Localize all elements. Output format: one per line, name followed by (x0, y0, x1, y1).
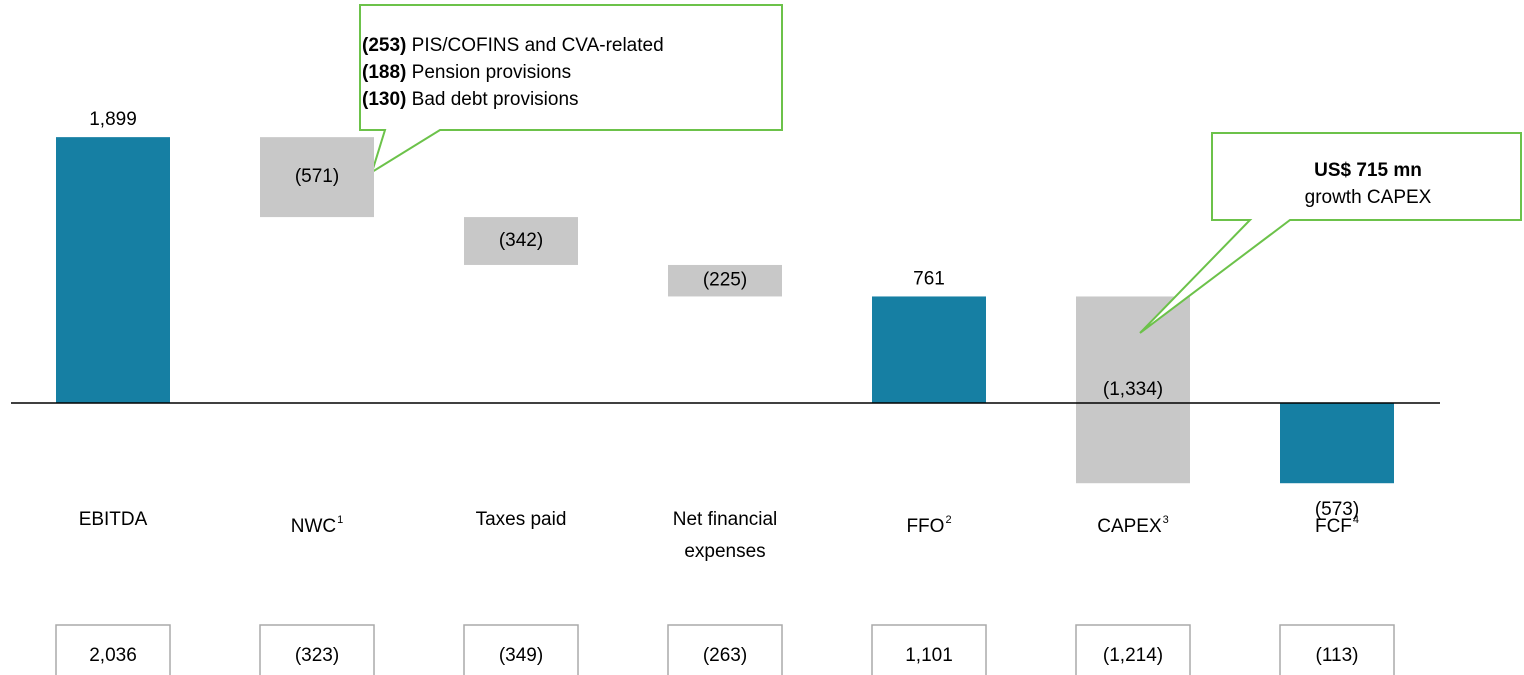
prior-box (1075, 624, 1191, 675)
value-label: 761 (913, 268, 945, 289)
category-label: Taxes paid (431, 504, 611, 536)
category-label: EBITDA (23, 504, 203, 536)
prior-label: 2,036 (89, 645, 137, 666)
prior-box (463, 624, 579, 675)
callout-bold: US$ 715 mn (1314, 160, 1422, 181)
prior-label: 1,101 (905, 645, 953, 666)
prior-box (55, 624, 171, 675)
prior-box (667, 624, 783, 675)
callout-box (1139, 132, 1522, 334)
footnote-mark: 1 (337, 514, 344, 526)
callout-line: (253) PIS/COFINS and CVA-related (362, 35, 664, 56)
callout-text: growth CAPEX (1305, 187, 1432, 208)
category-text: FCF (1314, 516, 1352, 537)
category-text: Net financial expenses (672, 509, 778, 562)
prior-box (259, 624, 375, 675)
callout-bold: (130) (362, 89, 406, 110)
prior-label: (263) (703, 645, 747, 666)
category-text: FFO (906, 516, 945, 537)
value-label: (571) (295, 166, 339, 187)
prior-label: (323) (295, 645, 339, 666)
category-label: FCF4 (1247, 504, 1427, 543)
value-label: 1,899 (89, 109, 137, 130)
callout-bold: (253) (362, 35, 406, 56)
bar (1076, 296, 1190, 484)
prior-label: (1,214) (1103, 645, 1163, 666)
category-label: Net financial expenses (635, 504, 815, 568)
value-label: (573) (1315, 499, 1359, 520)
footnote-mark: 2 (945, 514, 952, 526)
category-text: EBITDA (78, 509, 148, 530)
prior-label: (113) (1316, 645, 1359, 666)
callout-bold: (188) (362, 62, 406, 83)
category-label: NWC1 (227, 504, 407, 543)
callout-line: (188) Pension provisions (362, 62, 571, 83)
callout-box (359, 4, 783, 175)
category-label: FFO2 (839, 504, 1019, 543)
category-text: NWC (290, 516, 337, 537)
prior-box (1279, 624, 1395, 675)
bar (260, 137, 374, 218)
bar (56, 137, 170, 403)
category-label: CAPEX3 (1043, 504, 1223, 543)
footnote-mark: 3 (1162, 514, 1169, 526)
category-text: CAPEX (1097, 516, 1162, 537)
callout-text: Bad debt provisions (412, 89, 579, 110)
prior-label: (349) (499, 645, 543, 666)
prior-box (871, 624, 987, 675)
bar (668, 264, 782, 297)
footnote-mark: 4 (1352, 514, 1360, 526)
value-label: (225) (703, 270, 747, 291)
callout-text: Pension provisions (412, 62, 571, 83)
bar (464, 217, 578, 265)
value-label: (342) (499, 230, 543, 251)
bar (1280, 403, 1394, 484)
category-text: Taxes paid (475, 509, 567, 530)
bar (872, 296, 986, 403)
callout-text: PIS/COFINS and CVA-related (412, 35, 664, 56)
value-label: (1,334) (1103, 379, 1163, 400)
callout-line: (130) Bad debt provisions (362, 89, 579, 110)
bars: 1,899 2,036 (571) (323) (342) (349) (225) (263)… (11, 109, 1440, 675)
